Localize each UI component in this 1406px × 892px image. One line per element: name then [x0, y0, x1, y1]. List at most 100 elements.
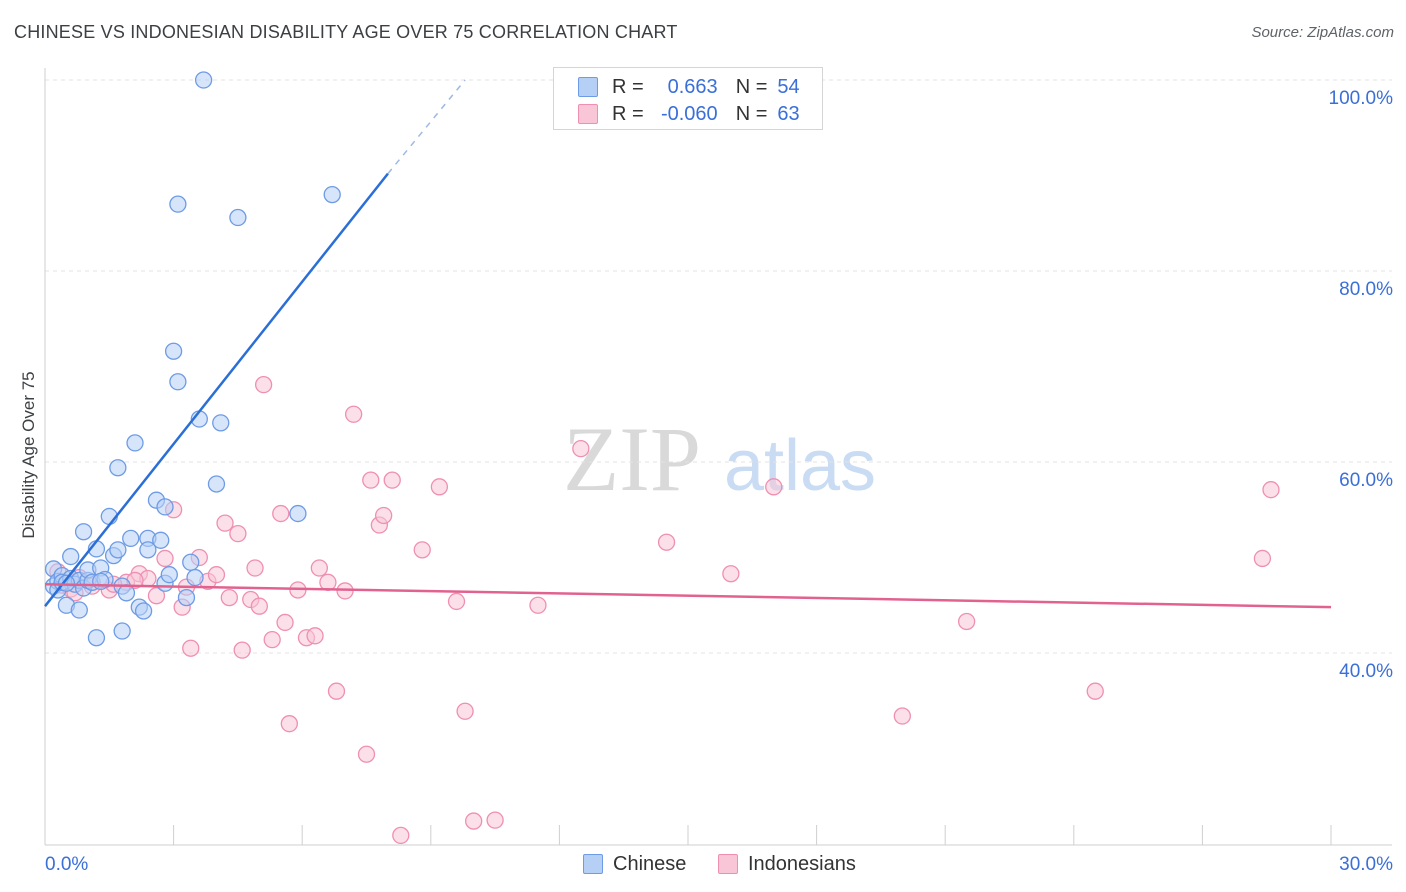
- indonesian-point: [276, 613, 294, 632]
- watermark-atlas: atlas: [724, 426, 876, 506]
- indonesian-point: [156, 549, 174, 568]
- watermark-zip: ZIP: [563, 408, 701, 510]
- trend-lines: [44, 79, 1332, 609]
- chinese-point: [122, 529, 140, 548]
- indonesian-point: [1086, 682, 1104, 700]
- chinese-point: [177, 588, 196, 607]
- chinese-point: [62, 547, 80, 566]
- watermark: ZIP atlas: [563, 408, 876, 510]
- chinese-point: [117, 584, 136, 602]
- x-tick-label-max: 30.0%: [1339, 854, 1393, 875]
- y-tick-label: 80.0%: [1339, 279, 1393, 300]
- chinese-point: [109, 459, 127, 477]
- indonesian-point: [207, 566, 226, 584]
- chinese-point: [169, 195, 187, 213]
- indonesian-point: [216, 514, 234, 532]
- legend-n-value-chinese: 54: [777, 75, 800, 98]
- indonesian-point: [344, 405, 363, 423]
- chinese-point: [74, 523, 93, 541]
- chinese-point: [212, 414, 230, 432]
- y-tick-label: 60.0%: [1339, 470, 1393, 491]
- indonesian-point: [310, 559, 328, 577]
- y-tick-label: 40.0%: [1339, 661, 1393, 682]
- indonesian-point: [893, 707, 911, 725]
- indonesian-point: [250, 597, 268, 615]
- indonesian-point: [280, 715, 298, 733]
- indonesian-point: [465, 812, 483, 830]
- indonesian-point: [263, 630, 281, 649]
- indonesian-point: [392, 826, 410, 845]
- chinese-point: [229, 208, 247, 227]
- tick-labels: 40.0% 60.0% 80.0% 100.0% 0.0% 30.0%: [45, 88, 1393, 875]
- source-credit: Source: ZipAtlas.com: [1251, 24, 1394, 41]
- indonesian-point: [957, 612, 976, 631]
- chinese-point: [323, 185, 341, 204]
- chinese-point: [139, 541, 157, 559]
- axes: [44, 68, 1392, 846]
- indonesian-point: [529, 596, 547, 614]
- chinese-point: [169, 373, 187, 391]
- indonesian-point: [456, 702, 474, 720]
- indonesian-point: [572, 439, 590, 458]
- indonesian-point: [327, 682, 346, 700]
- series-swatch-indonesian: [718, 854, 738, 874]
- indonesian-point: [1253, 549, 1272, 568]
- series-legend-chinese: Chinese: [583, 852, 686, 876]
- indonesian-point: [357, 745, 376, 763]
- legend-r-value-indonesian: -0.060: [660, 102, 718, 125]
- chinese-point: [182, 553, 200, 571]
- indonesian-point: [430, 478, 449, 496]
- series-swatch-chinese: [583, 854, 603, 874]
- legend-n-value-indonesian: 63: [777, 102, 800, 125]
- chinese-point: [194, 71, 213, 89]
- indonesian-point: [374, 506, 393, 525]
- chinese-point: [70, 601, 88, 619]
- correlation-legend: R = 0.663 N = 54 R = -0.060 N = 63: [553, 67, 823, 130]
- chinese-point: [207, 475, 226, 493]
- legend-n-label: N =: [735, 75, 768, 98]
- legend-r-label: R =: [612, 75, 644, 98]
- indonesian-point: [229, 524, 247, 543]
- indonesian-point: [765, 478, 783, 496]
- indonesian-point: [362, 471, 380, 489]
- y-tick-label: 100.0%: [1329, 88, 1394, 109]
- chinese-point: [134, 602, 153, 620]
- chinese-point: [113, 622, 131, 640]
- legend-row-chinese: R = 0.663 N = 54: [578, 75, 800, 99]
- indonesian-point: [447, 592, 466, 611]
- chinese-point: [87, 629, 106, 647]
- indonesian-point: [486, 811, 504, 829]
- indonesian-point: [233, 641, 251, 659]
- chinese-point: [109, 541, 127, 559]
- chinese-point: [160, 566, 178, 584]
- indonesian-point: [182, 639, 200, 657]
- chinese-point: [152, 531, 170, 549]
- indonesian-point: [306, 627, 324, 645]
- indonesian-point: [246, 559, 264, 577]
- indonesian-point: [657, 533, 676, 551]
- chinese-point: [156, 498, 174, 516]
- indonesian-point: [220, 588, 238, 607]
- chinese-point: [126, 434, 144, 452]
- indonesian-point: [147, 587, 166, 605]
- legend-r-value-chinese: 0.663: [667, 75, 718, 98]
- legend-n-label: N =: [735, 102, 768, 125]
- chinese-trend-extension: [387, 79, 466, 175]
- chinese-points: [44, 71, 341, 647]
- chinese-point: [186, 568, 204, 587]
- series-label-chinese: Chinese: [613, 852, 687, 875]
- indonesian-point: [413, 541, 431, 559]
- indonesian-trend-line: [44, 582, 1332, 609]
- indonesian-point: [722, 565, 740, 583]
- legend-row-indonesian: R = -0.060 N = 63: [578, 102, 800, 126]
- x-tick-label-min: 0.0%: [45, 854, 88, 875]
- gridlines: [45, 79, 1392, 654]
- chinese-point: [164, 342, 183, 360]
- chinese-point: [289, 504, 307, 523]
- series-legend-indonesian: Indonesians: [718, 852, 856, 876]
- legend-r-label: R =: [612, 102, 644, 125]
- indonesian-point: [1262, 481, 1280, 499]
- chinese-point: [92, 572, 110, 591]
- indonesian-point: [254, 375, 273, 394]
